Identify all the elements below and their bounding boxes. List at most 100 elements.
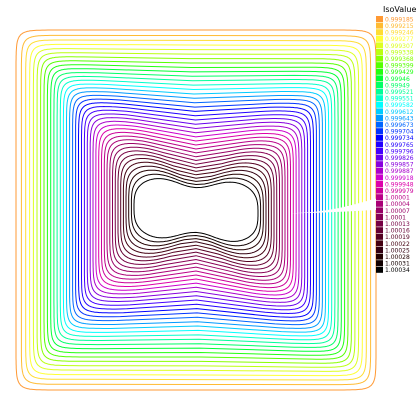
- legend: IsoValue 0.9991850.9992150.9992460.99927…: [376, 5, 416, 274]
- legend-swatch-4: [376, 35, 383, 42]
- legend-entries: 0.9991850.9992150.9992460.9992770.999307…: [376, 16, 414, 274]
- contour-line-13: [59, 79, 333, 341]
- contour-line-1: [15, 29, 377, 391]
- legend-swatch-14: [376, 101, 383, 108]
- contour-line-27: [101, 131, 291, 289]
- legend-label-26: 0.999948: [385, 181, 414, 188]
- legend-title: IsoValue: [383, 5, 416, 14]
- legend-label-12: 0.999521: [385, 89, 414, 96]
- contour-line-35: [122, 161, 270, 259]
- contour-line-2: [20, 34, 372, 386]
- legend-swatch-24: [376, 167, 383, 174]
- legend-label-28: 1.00001: [385, 195, 410, 202]
- contour-line-6: [36, 52, 356, 368]
- contour-line-37: [128, 169, 264, 251]
- contour-line-8: [43, 60, 349, 360]
- legend-label-33: 1.00016: [385, 228, 410, 235]
- contour-line-28: [103, 135, 289, 285]
- legend-label-6: 0.999338: [385, 49, 414, 56]
- legend-label-35: 1.00022: [385, 241, 410, 248]
- legend-swatch-34: [376, 233, 383, 240]
- contour-line-21: [83, 109, 309, 311]
- legend-label-15: 0.999612: [385, 109, 414, 116]
- legend-swatch-15: [376, 108, 383, 115]
- legend-label-5: 0.999307: [385, 43, 414, 50]
- contour-line-17: [72, 94, 320, 326]
- legend-swatch-17: [376, 121, 383, 128]
- contour-line-25: [95, 124, 297, 296]
- legend-label-24: 0.999887: [385, 168, 414, 175]
- legend-swatch-9: [376, 68, 383, 75]
- contour-line-20: [81, 105, 311, 315]
- legend-swatch-16: [376, 115, 383, 121]
- legend-label-8: 0.999399: [385, 63, 414, 70]
- contour-lines: [15, 29, 377, 391]
- legend-swatch-10: [376, 75, 383, 82]
- legend-label-37: 1.00028: [385, 254, 410, 261]
- contour-line-31: [112, 146, 280, 274]
- legend-swatch-37: [376, 253, 383, 260]
- legend-label-39: 1.00034: [385, 267, 410, 274]
- legend-label-19: 0.999734: [385, 135, 414, 142]
- legend-swatch-18: [376, 128, 383, 135]
- contour-line-15: [66, 87, 326, 333]
- legend-label-2: 0.999215: [385, 23, 414, 30]
- legend-swatch-13: [376, 95, 383, 102]
- legend-swatch-19: [376, 134, 383, 141]
- legend-swatch-5: [376, 42, 383, 49]
- legend-swatch-20: [376, 141, 383, 148]
- legend-label-32: 1.00013: [385, 221, 410, 228]
- legend-label-17: 0.999673: [385, 122, 414, 129]
- legend-label-14: 0.999582: [385, 102, 414, 109]
- legend-label-4: 0.999277: [385, 36, 414, 43]
- contour-line-14: [62, 83, 330, 337]
- legend-swatch-3: [376, 29, 383, 36]
- legend-swatch-8: [376, 62, 383, 69]
- legend-label-20: 0.999765: [385, 142, 414, 149]
- contour-line-23: [89, 117, 303, 303]
- contour-line-7: [40, 56, 352, 364]
- legend-label-18: 0.999704: [385, 129, 414, 136]
- contour-line-39: [133, 178, 259, 242]
- legend-swatch-25: [376, 174, 383, 181]
- contour-line-36: [125, 165, 267, 255]
- legend-swatch-23: [376, 161, 383, 168]
- contour-line-16: [68, 91, 323, 329]
- legend-swatch-36: [376, 247, 383, 253]
- contour-line-18: [75, 98, 317, 322]
- legend-swatch-11: [376, 82, 383, 88]
- legend-swatch-2: [376, 22, 383, 29]
- legend-label-7: 0.999368: [385, 56, 414, 63]
- legend-label-25: 0.999918: [385, 175, 414, 182]
- contour-line-29: [106, 139, 286, 281]
- legend-swatch-31: [376, 214, 383, 220]
- contour-line-4: [29, 43, 363, 377]
- contour-line-38: [130, 173, 262, 247]
- legend-label-36: 1.00025: [385, 247, 410, 254]
- contour-line-32: [114, 150, 278, 270]
- contour-line-11: [53, 72, 339, 348]
- legend-label-31: 1.0001: [385, 214, 406, 221]
- contour-line-22: [86, 113, 306, 307]
- legend-swatch-21: [376, 148, 383, 154]
- contour-line-10: [50, 68, 342, 352]
- legend-swatch-35: [376, 240, 383, 247]
- contour-line-19: [78, 102, 314, 318]
- contour-line-34: [120, 158, 272, 262]
- legend-label-1: 0.999185: [385, 16, 414, 23]
- contour-line-24: [92, 120, 300, 300]
- legend-swatch-39: [376, 266, 383, 273]
- legend-swatch-1: [376, 16, 383, 22]
- contour-line-33: [117, 154, 275, 266]
- legend-label-21: 0.999796: [385, 148, 414, 155]
- legend-swatch-7: [376, 55, 383, 62]
- legend-label-11: 0.99949: [385, 82, 410, 89]
- legend-label-22: 0.999826: [385, 155, 414, 162]
- legend-swatch-22: [376, 154, 383, 161]
- legend-swatch-30: [376, 207, 383, 214]
- contour-line-9: [46, 64, 346, 356]
- legend-label-38: 1.00031: [385, 261, 410, 268]
- contour-line-5: [32, 48, 360, 372]
- contour-line-26: [98, 128, 294, 292]
